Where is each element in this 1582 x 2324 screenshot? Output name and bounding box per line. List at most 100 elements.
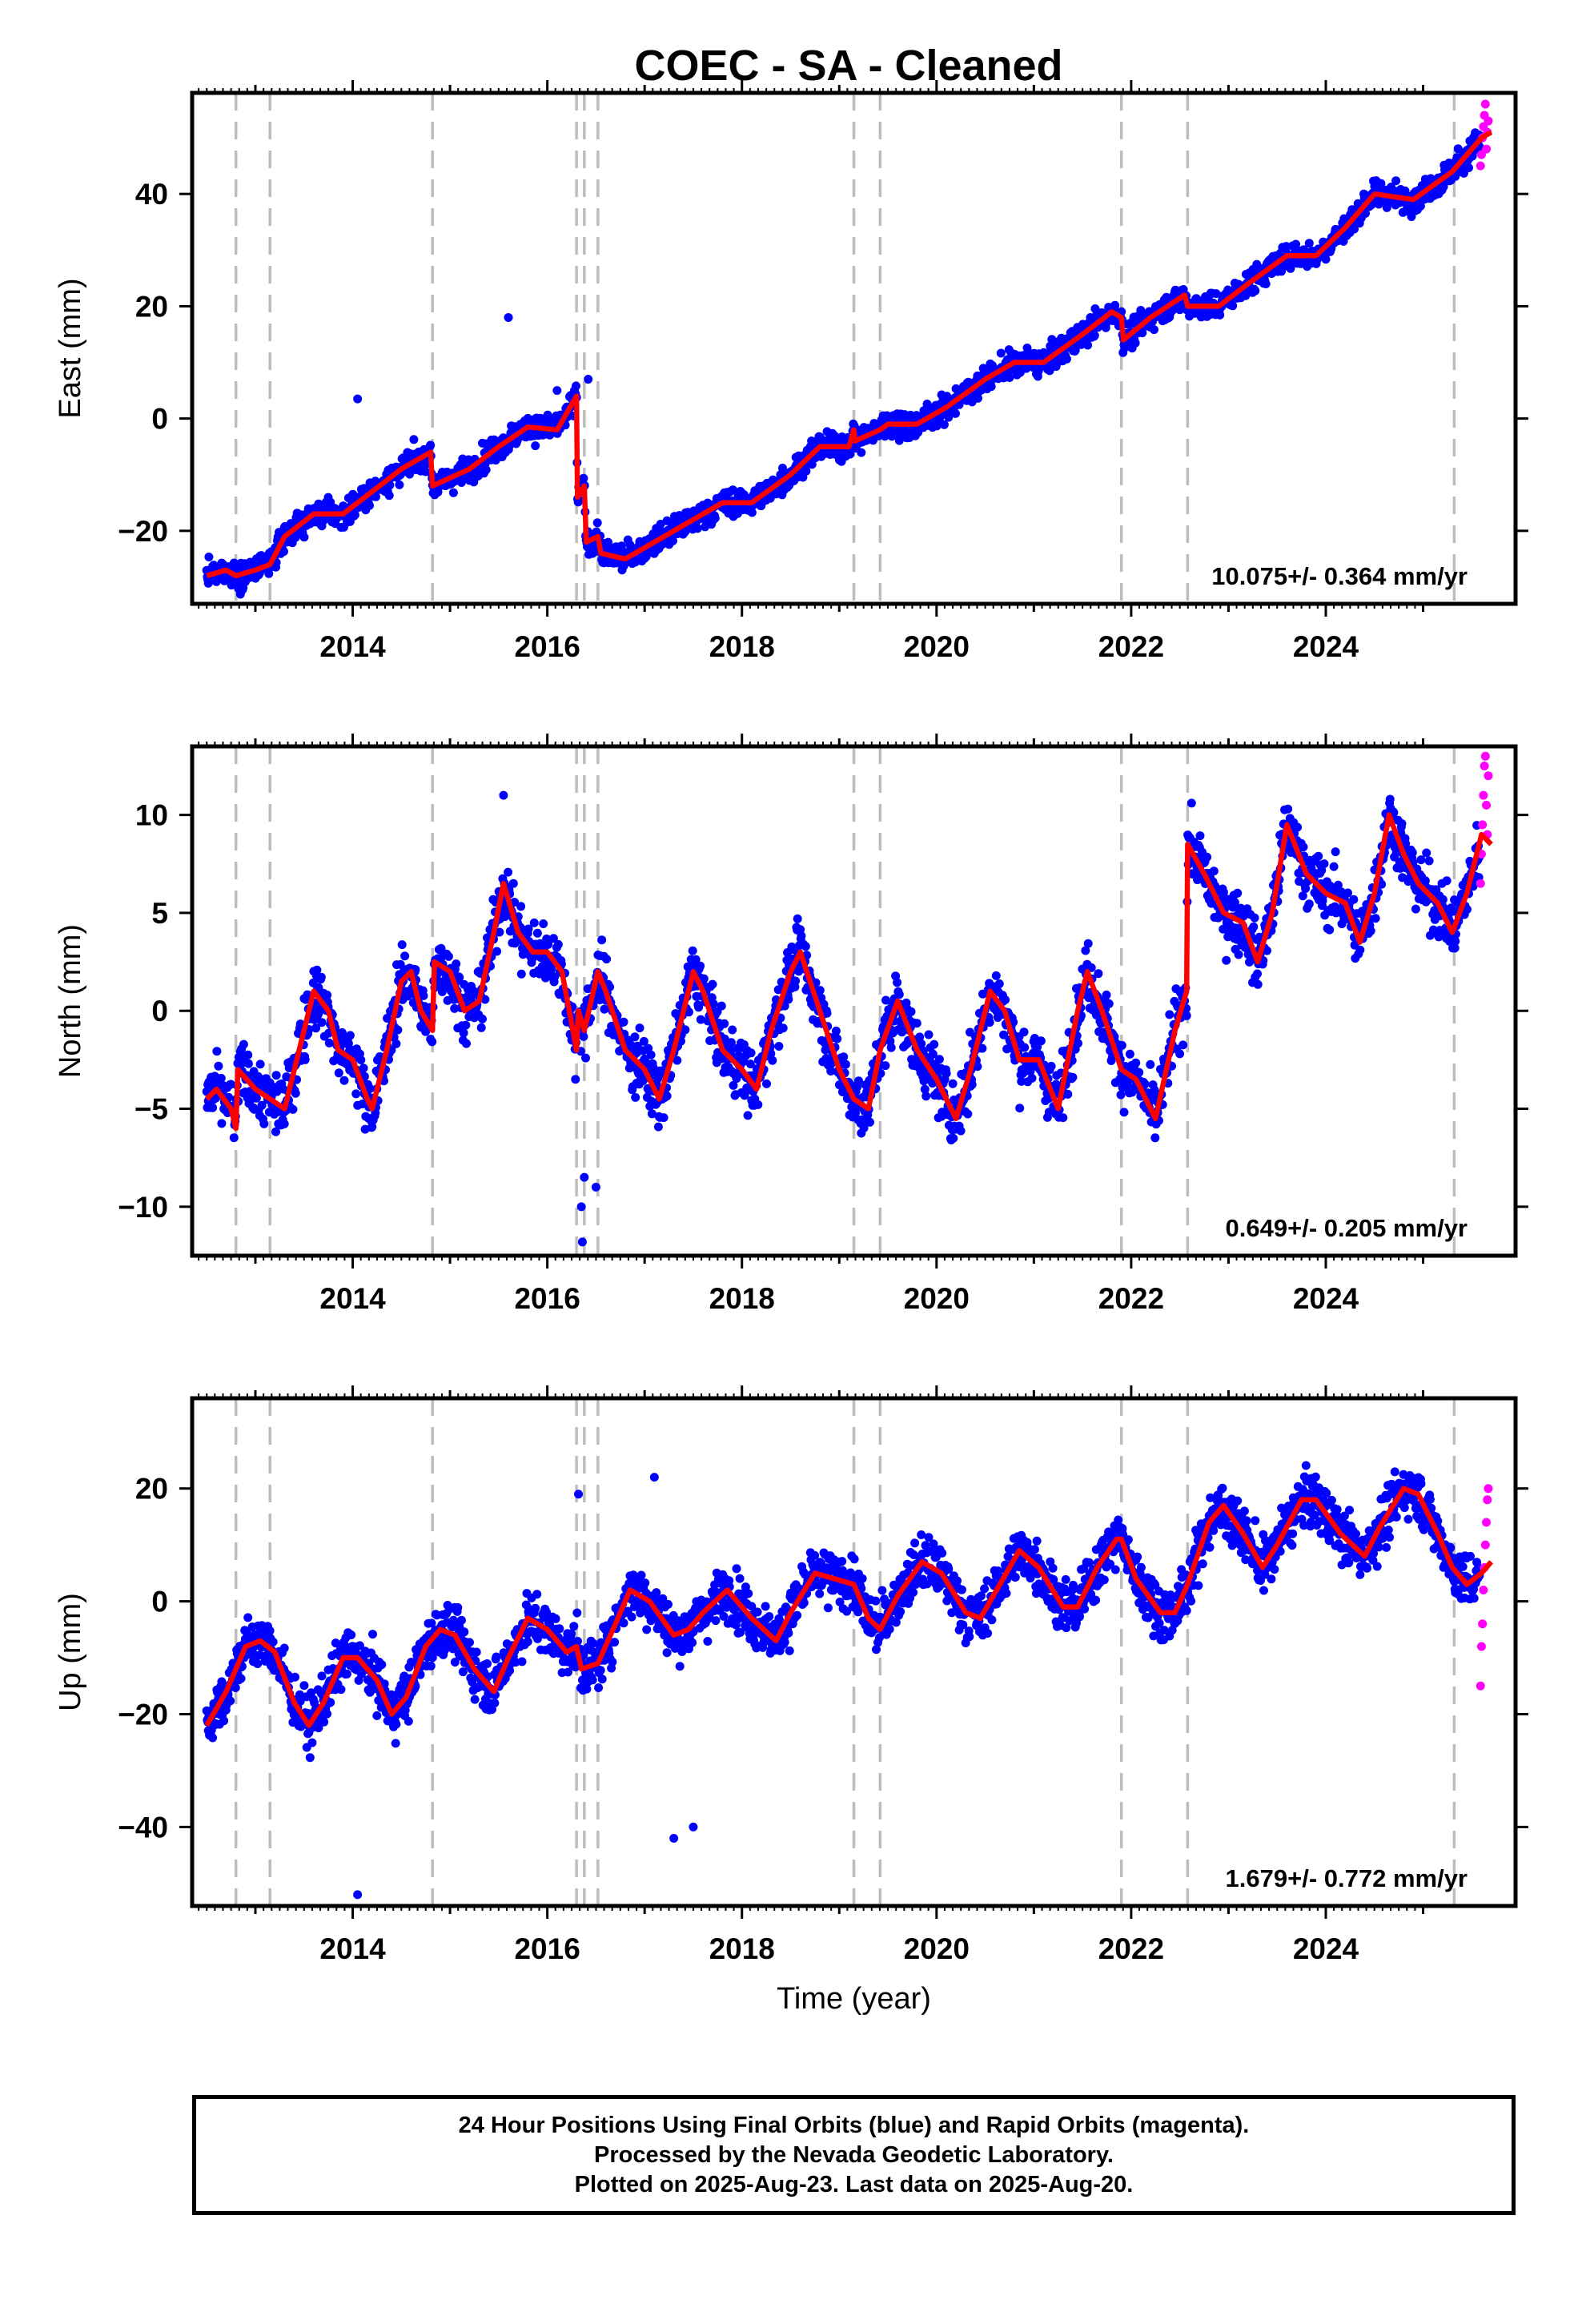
north-final-point <box>768 1055 777 1065</box>
north-final-point <box>699 974 709 983</box>
north-final-point <box>659 1113 669 1123</box>
north-final-point <box>734 1051 744 1060</box>
north-final-point <box>581 1053 590 1063</box>
north-final-point <box>696 1015 705 1024</box>
north-final-point <box>452 959 461 969</box>
north-final-point <box>1301 884 1311 893</box>
north-final-point <box>216 1073 226 1083</box>
east-x-tick-label: 2016 <box>514 630 580 663</box>
north-final-point <box>653 1122 663 1132</box>
east-final-point <box>279 547 288 557</box>
north-final-point <box>647 1109 656 1119</box>
north-final-point <box>1219 887 1228 897</box>
north-final-point <box>1074 1039 1082 1048</box>
north-final-point <box>934 1055 944 1064</box>
east-y-tick-label: 0 <box>151 403 168 436</box>
north-final-point <box>1140 1080 1150 1089</box>
east-final-point <box>1453 144 1463 154</box>
north-final-point <box>906 1007 916 1016</box>
east-y-tick-label: −20 <box>118 515 168 548</box>
north-final-point <box>1349 895 1359 904</box>
north-final-point <box>646 1050 656 1059</box>
east-final-point <box>481 465 491 475</box>
east-final-point <box>807 460 817 469</box>
north-final-point <box>1222 955 1231 965</box>
north-final-point <box>359 1063 368 1073</box>
east-final-point <box>1439 182 1448 191</box>
east-x-tick-label: 2022 <box>1098 630 1164 663</box>
north-final-point <box>681 1025 690 1035</box>
north-final-point <box>797 931 806 940</box>
north-final-point <box>793 914 802 923</box>
north-final-point <box>1233 888 1243 898</box>
north-final-point <box>639 1036 648 1046</box>
north-final-point <box>548 934 558 943</box>
east-outlier-point <box>552 386 562 396</box>
north-final-point <box>1253 979 1263 989</box>
north-final-point <box>1230 898 1239 907</box>
north-final-point <box>1317 866 1327 875</box>
north-final-point <box>393 1025 403 1035</box>
north-final-point <box>1293 822 1303 832</box>
east-final-point <box>857 448 866 457</box>
east-final-point <box>395 480 404 489</box>
north-final-point <box>1094 969 1103 979</box>
east-final-point <box>1083 340 1093 350</box>
north-final-point <box>504 867 513 877</box>
north-final-point <box>973 1062 982 1072</box>
north-final-point <box>635 1023 644 1033</box>
north-final-point <box>217 1119 227 1128</box>
north-final-point <box>1027 1073 1037 1083</box>
north-final-point <box>685 1007 693 1017</box>
east-final-point <box>448 488 458 497</box>
north-final-point <box>324 1038 334 1047</box>
north-final-point <box>729 1080 738 1090</box>
east-final-point <box>710 513 720 523</box>
east-final-point <box>409 435 419 444</box>
east-rapid-point <box>1480 99 1490 109</box>
east-final-point <box>1228 301 1238 311</box>
north-final-point <box>524 924 533 934</box>
north-final-point <box>239 1039 248 1049</box>
north-final-point <box>1134 1068 1144 1077</box>
north-final-point <box>1036 1036 1046 1046</box>
east-model-line <box>206 130 1493 579</box>
north-final-point <box>1125 1049 1134 1059</box>
north-final-point <box>571 1075 580 1084</box>
north-final-point <box>1331 847 1340 857</box>
east-final-point <box>1376 179 1386 188</box>
east-outlier-point <box>504 312 513 322</box>
north-final-point <box>1019 1027 1029 1037</box>
north-final-point <box>999 1030 1009 1039</box>
east-final-point <box>385 480 395 490</box>
north-final-point <box>1178 1040 1188 1050</box>
north-final-point <box>508 879 518 888</box>
north-final-point <box>801 942 810 951</box>
north-final-point <box>930 1039 939 1049</box>
north-final-point <box>337 1028 347 1037</box>
north-final-point <box>351 1089 361 1099</box>
north-final-point <box>1250 913 1259 923</box>
east-final-point <box>669 536 677 545</box>
east-final-point <box>592 518 602 528</box>
east-final-point <box>350 510 359 520</box>
north-final-point <box>894 990 904 999</box>
north-final-point <box>720 1034 729 1043</box>
north-final-point <box>356 1055 366 1064</box>
north-final-point <box>1001 995 1010 1004</box>
east-final-point <box>405 469 415 479</box>
east-x-tick-label: 2020 <box>904 630 970 663</box>
north-final-point <box>948 1079 958 1088</box>
east-final-point <box>1215 310 1225 320</box>
east-final-point <box>1464 163 1473 172</box>
east-final-point <box>264 569 274 578</box>
north-final-point <box>1165 1010 1174 1019</box>
north-final-point <box>1355 945 1365 955</box>
north-final-point <box>1371 914 1380 923</box>
north-final-point <box>1081 946 1090 955</box>
north-final-point <box>391 1039 401 1048</box>
north-final-point <box>602 955 612 964</box>
north-final-point <box>243 1050 253 1059</box>
north-final-point <box>1186 798 1196 808</box>
north-final-point <box>1182 1011 1191 1020</box>
